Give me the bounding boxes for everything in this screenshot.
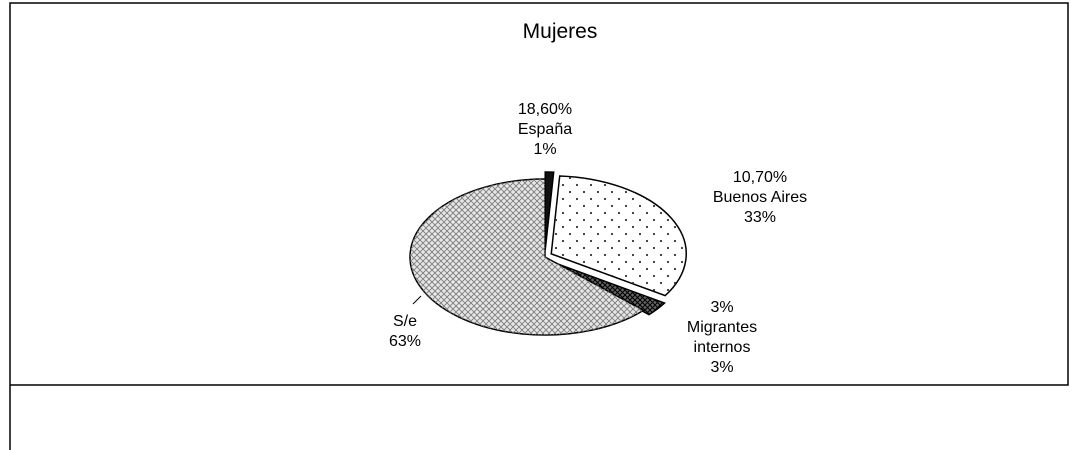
slice-category: Migrantes internos [686,319,758,356]
slice-pattern [551,175,687,296]
chart-title: Mujeres [522,20,598,43]
slice-annotation: 10,70% [732,169,788,186]
pie [409,171,687,336]
slice-pattern [409,179,644,336]
slice-annotation: 18,60% [517,101,573,118]
slice-category: Buenos Aires [712,189,808,206]
slice-label: 10,70% Buenos Aires 33% [680,168,840,228]
slice-value-label: 63% [388,333,422,350]
slice-label: S/e 63% [365,312,445,352]
slice-label: 18,60% España 1% [485,100,605,160]
slice-category: España [517,121,573,138]
pie-slice [544,171,555,251]
slice-value-label: 3% [710,359,734,376]
slice-annotation: 3% [710,299,734,316]
frame [9,2,1069,450]
slice-category: S/e [392,313,417,330]
slice-value-label: 1% [533,141,557,158]
slice-value-label: 33% [743,209,777,226]
slice-label: 3% Migrantes internos 3% [672,298,772,378]
leader-line [412,295,422,305]
